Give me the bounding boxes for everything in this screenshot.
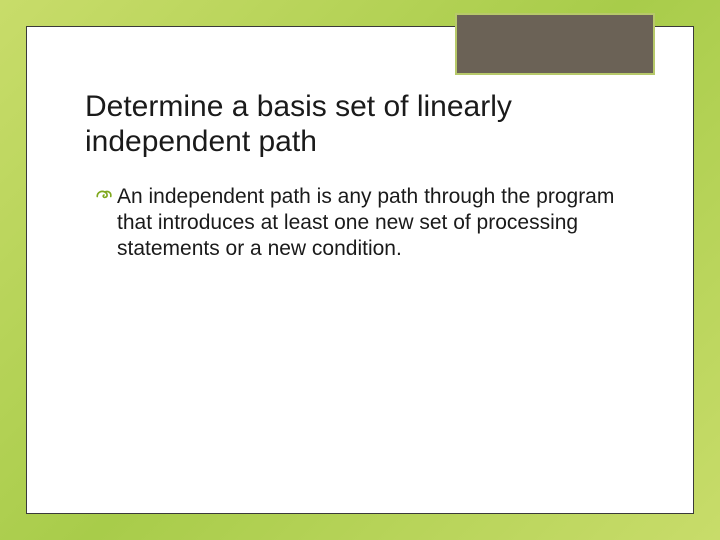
swirl-bullet-icon [95,186,115,210]
corner-tab-decoration [455,13,655,75]
slide-frame: Determine a basis set of linearly indepe… [26,26,694,514]
slide-title: Determine a basis set of linearly indepe… [85,89,639,160]
bullet-item: An independent path is any path through … [85,184,639,263]
bullet-text: An independent path is any path through … [117,184,619,263]
